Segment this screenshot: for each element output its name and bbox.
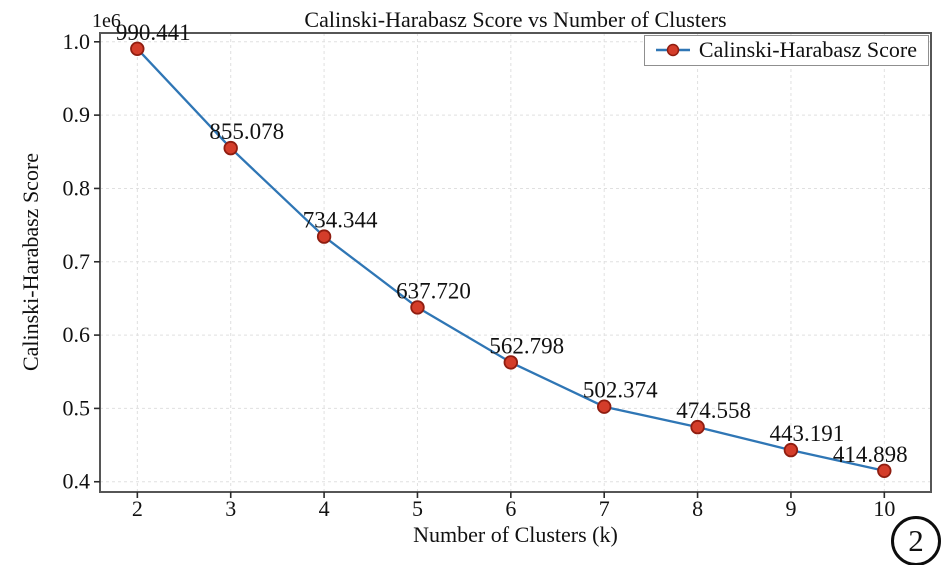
- y-tick-label: 1.0: [63, 29, 91, 54]
- x-tick-label: 2: [132, 496, 143, 521]
- x-tick-label: 8: [692, 496, 703, 521]
- data-point-marker: [130, 41, 145, 57]
- data-point-label: 474.558: [676, 398, 751, 423]
- chart-title: Calinski-Harabasz Score vs Number of Clu…: [304, 7, 727, 32]
- figure-number-badge: 2: [891, 516, 941, 565]
- data-point-label: 562.798: [489, 333, 564, 358]
- x-tick-label: 4: [319, 496, 330, 521]
- data-point-label: 443.191: [770, 421, 845, 446]
- legend: Calinski-Harabasz Score: [643, 35, 929, 66]
- legend-line-marker-icon: [655, 43, 690, 57]
- data-point-marker: [783, 442, 799, 458]
- data-point-label: 990.441: [116, 20, 191, 45]
- y-tick-label: 0.8: [63, 175, 91, 200]
- x-tick-label: 3: [225, 496, 236, 521]
- x-tick-label: 5: [412, 496, 423, 521]
- data-point-label: 637.720: [396, 278, 471, 303]
- data-point-label: 502.374: [583, 378, 658, 403]
- data-point-marker: [597, 399, 612, 414]
- data-point-marker: [223, 140, 238, 156]
- y-tick-label: 0.5: [63, 395, 91, 420]
- data-point-marker: [316, 229, 332, 244]
- legend-label: Calinski-Harabasz Score: [698, 37, 917, 62]
- data-point-marker: [690, 419, 705, 435]
- x-tick-label: 6: [505, 496, 516, 521]
- y-tick-label: 0.6: [63, 322, 91, 347]
- data-point-marker: [877, 463, 892, 479]
- y-tick-label: 0.9: [63, 102, 91, 127]
- data-point-label: 855.078: [209, 119, 284, 144]
- data-point-marker: [410, 300, 425, 315]
- x-tick-label: 10: [873, 496, 895, 521]
- x-tick-label: 7: [599, 496, 610, 521]
- y-tick-label: 0.7: [63, 249, 91, 274]
- data-point-marker: [503, 355, 519, 370]
- y-tick-label: 0.4: [63, 469, 91, 494]
- figure-number: 2: [908, 523, 924, 558]
- data-point-label: 414.898: [833, 442, 908, 467]
- x-tick-label: 9: [785, 496, 796, 521]
- y-axis-label: Calinski-Harabasz Score: [18, 152, 43, 372]
- y-axis-offset-label: 1e6: [92, 10, 121, 32]
- x-axis-label: Number of Clusters (k): [413, 522, 618, 547]
- data-point-label: 734.344: [303, 208, 378, 233]
